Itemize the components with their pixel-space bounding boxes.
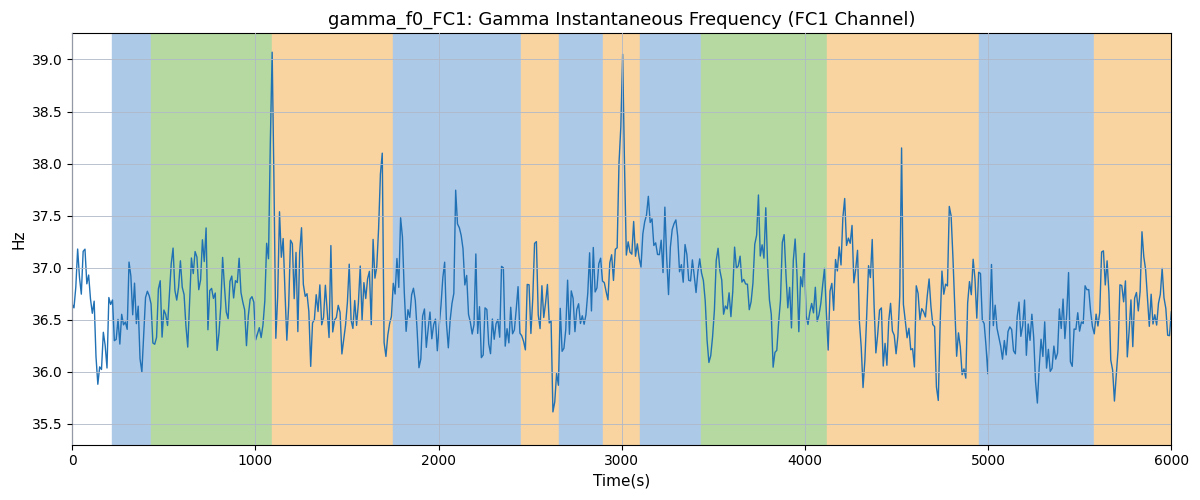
Bar [732, 34, 827, 445]
X-axis label: Time(s): Time(s) [593, 474, 650, 489]
Bar [392, 34, 521, 445]
Bar [827, 34, 979, 445]
Bar [272, 34, 392, 445]
Bar [604, 34, 640, 445]
Bar [701, 34, 732, 445]
Bar [1094, 34, 1171, 445]
Y-axis label: Hz: Hz [11, 230, 26, 249]
Title: gamma_f0_FC1: Gamma Instantaneous Frequency (FC1 Channel): gamma_f0_FC1: Gamma Instantaneous Freque… [328, 11, 916, 30]
Bar [979, 34, 1094, 445]
Bar [521, 34, 559, 445]
Bar [559, 34, 604, 445]
Bar [640, 34, 701, 445]
Bar [151, 34, 272, 445]
Bar [113, 34, 151, 445]
